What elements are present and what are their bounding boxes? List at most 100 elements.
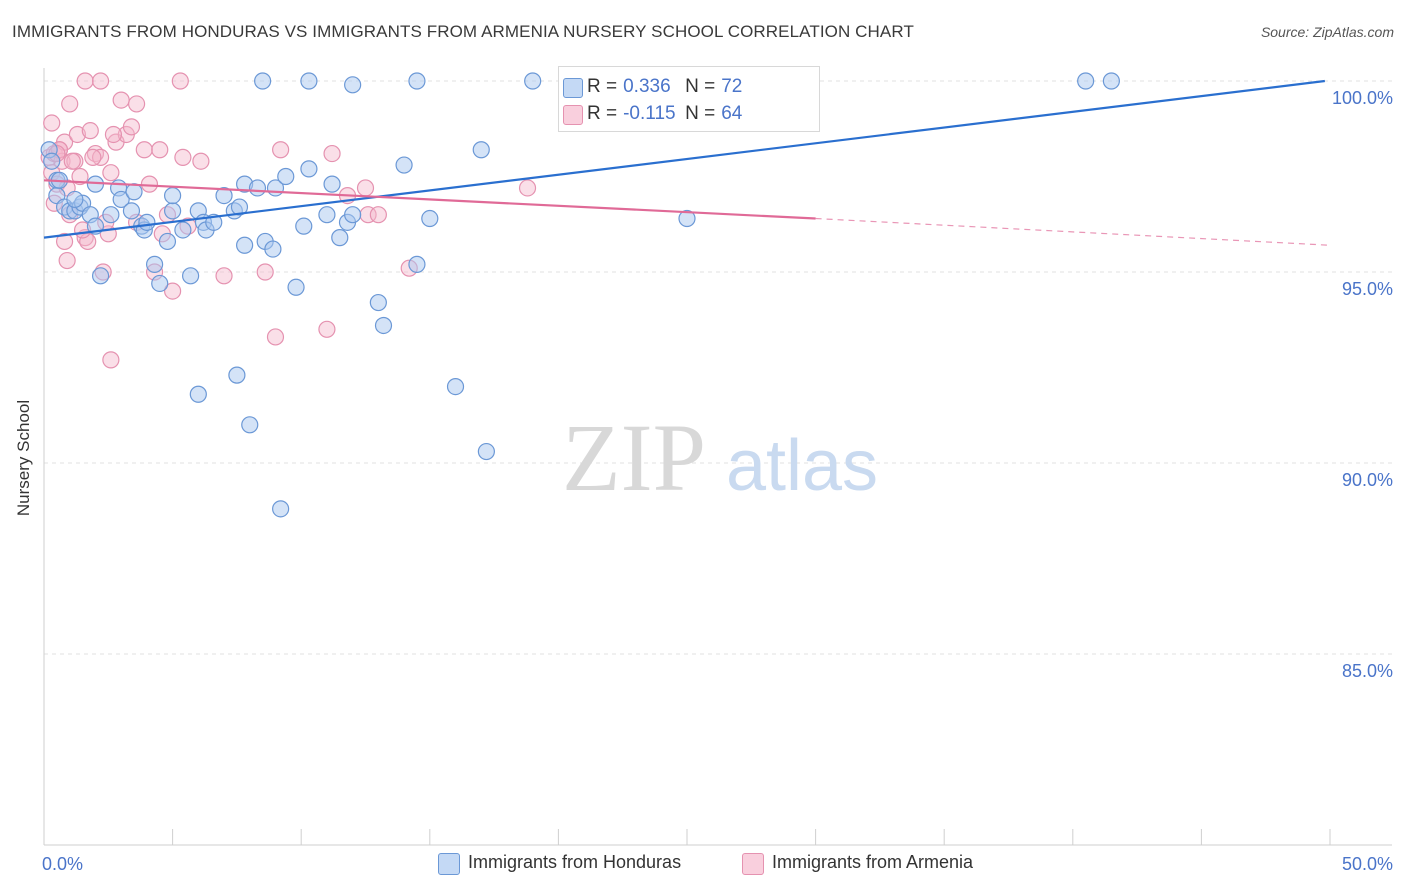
legend-swatch-honduras (563, 78, 583, 98)
x-tick-label-min: 0.0% (42, 854, 83, 874)
y-tick-label: 90.0% (1342, 470, 1393, 490)
point-honduras (1102, 72, 1120, 90)
point-armenia (256, 263, 274, 281)
bottom-legend-label-honduras: Immigrants from Honduras (468, 852, 682, 872)
series-honduras-points (40, 72, 1120, 518)
point-armenia (91, 72, 110, 90)
legend-r-value-armenia: -0.115 (623, 103, 676, 124)
trendlines (43, 79, 1331, 246)
point-honduras (125, 183, 143, 201)
point-armenia (127, 95, 146, 113)
legend-r-value-honduras: 0.336 (623, 76, 671, 97)
y-tick-label: 95.0% (1342, 279, 1393, 299)
legend-n-value-armenia: 64 (721, 103, 743, 124)
bottom-legend-armenia: Immigrants from Armenia (742, 852, 974, 875)
point-honduras (300, 72, 318, 90)
x-tick-label-max: 50.0% (1342, 854, 1393, 874)
point-armenia (112, 91, 130, 109)
point-honduras (272, 500, 290, 518)
point-armenia (318, 320, 336, 338)
point-honduras (112, 190, 130, 209)
point-honduras (472, 141, 490, 159)
point-honduras (158, 232, 177, 251)
bottom-legend-swatch-honduras (438, 853, 460, 875)
point-honduras (236, 236, 254, 254)
point-honduras (248, 179, 267, 197)
point-honduras (524, 72, 542, 90)
point-armenia (171, 72, 189, 90)
watermark: ZIP atlas (562, 404, 878, 511)
point-honduras (295, 217, 313, 235)
point-honduras (331, 229, 349, 247)
point-honduras (66, 190, 84, 209)
point-armenia (43, 114, 61, 132)
point-honduras (182, 267, 200, 285)
point-honduras (164, 187, 182, 205)
axes (43, 68, 1392, 846)
point-honduras (151, 274, 169, 293)
point-honduras (189, 385, 207, 403)
chart-title: IMMIGRANTS FROM HONDURAS VS IMMIGRANTS F… (12, 22, 914, 41)
y-tick-label: 85.0% (1342, 661, 1393, 681)
point-armenia (174, 148, 192, 166)
point-armenia (356, 179, 375, 197)
point-armenia (68, 125, 87, 144)
point-honduras (374, 316, 393, 335)
point-armenia (323, 144, 341, 163)
point-armenia (272, 141, 290, 159)
point-honduras (344, 76, 362, 94)
point-honduras (277, 167, 295, 186)
point-honduras (145, 255, 164, 273)
point-armenia (102, 351, 120, 369)
trendline-armenia (43, 179, 816, 220)
legend-row-honduras: R = 0.336 N = 72 (563, 73, 742, 101)
point-honduras (395, 156, 413, 174)
point-honduras (300, 160, 318, 178)
point-armenia (102, 164, 120, 182)
point-honduras (678, 209, 696, 228)
legend-swatch-armenia (563, 105, 583, 125)
point-honduras (91, 267, 110, 285)
watermark-zip: ZIP (562, 404, 706, 511)
point-armenia (215, 267, 233, 285)
point-honduras (421, 209, 439, 228)
point-honduras (264, 240, 282, 258)
bottom-legend-label-armenia: Immigrants from Armenia (772, 852, 974, 872)
point-honduras (287, 278, 305, 296)
point-armenia (55, 232, 74, 251)
point-honduras (102, 206, 120, 224)
point-armenia (369, 206, 387, 224)
legend-row-armenia: R = -0.115 N = 64 (563, 100, 743, 128)
point-armenia (71, 167, 89, 186)
trendline-armenia-extension (815, 217, 1331, 246)
source-label: Source: ZipAtlas.com (1260, 24, 1394, 40)
point-honduras (1077, 72, 1095, 90)
tick-labels: 100.0% 95.0% 90.0% 85.0% 0.0% 50.0% (42, 88, 1393, 874)
point-armenia (122, 118, 141, 136)
point-armenia (192, 152, 210, 170)
grid-lines (44, 80, 1392, 655)
point-honduras (215, 187, 233, 205)
point-honduras (164, 202, 182, 220)
point-armenia (76, 72, 94, 90)
trendline-honduras (43, 79, 1325, 239)
y-axis-label: Nursery School (14, 399, 33, 517)
point-armenia (81, 122, 99, 140)
stats-legend: R = 0.336 N = 72 R = -0.115 N = 64 (558, 66, 820, 132)
y-tick-label: 100.0% (1332, 88, 1393, 108)
point-armenia (58, 251, 76, 270)
point-armenia (518, 179, 537, 197)
point-armenia (135, 141, 153, 159)
watermark-atlas: atlas (726, 426, 878, 506)
point-honduras (446, 378, 465, 396)
legend-r-label: R = (587, 76, 618, 97)
point-honduras (408, 255, 426, 273)
point-armenia (63, 152, 81, 170)
point-honduras (344, 206, 362, 224)
point-honduras (43, 152, 61, 170)
point-honduras (122, 202, 141, 220)
point-honduras (369, 293, 387, 312)
bottom-legend-swatch-armenia (742, 853, 764, 875)
point-armenia (61, 95, 79, 113)
